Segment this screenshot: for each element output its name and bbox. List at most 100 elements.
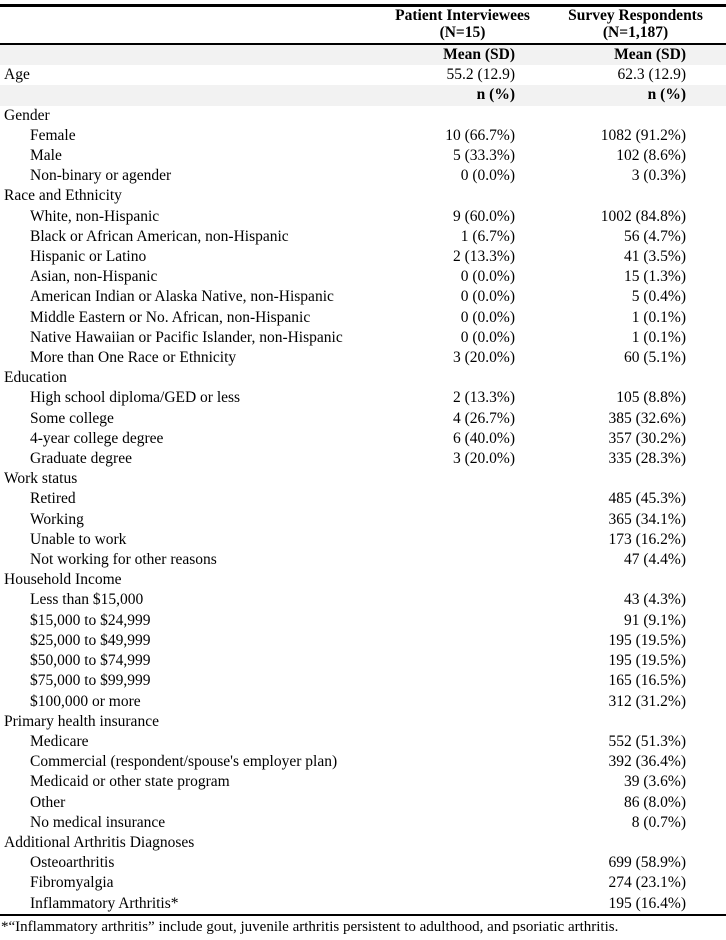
table-row: Osteoarthritis 699 (58.9%) [0,853,726,873]
survey-value: 274 (23.1%) [608,874,687,892]
header-survey-n: (N=1,187) [602,23,669,41]
patient-value [380,813,545,833]
survey-value: 5 (0.4%) [631,288,686,306]
table-row: High school diploma/GED or less 2 (13.3%… [0,388,726,408]
table-row: Male 5 (33.3%) 102 (8.6%) [0,146,726,166]
row-label: American Indian or Alaska Native, non-Hi… [30,288,334,306]
survey-value [545,469,726,489]
row-label: Some college [30,409,114,427]
survey-value: 1002 (84.8%) [600,207,686,225]
patient-value: 0 (0.0%) [460,328,515,346]
table-row: $25,000 to $49,999 195 (19.5%) [0,631,726,651]
survey-value [545,833,726,853]
row-label: Age [4,66,30,84]
row-label: $100,000 or more [30,692,141,710]
patient-value: 55.2 (12.9) [446,66,515,84]
table-row: $50,000 to $74,999 195 (19.5%) [0,651,726,671]
survey-value: 1082 (91.2%) [600,126,686,144]
table-row: Hispanic or Latino 2 (13.3%) 41 (3.5%) [0,247,726,267]
table-row: Graduate degree 3 (20.0%) 335 (28.3%) [0,449,726,469]
patient-value [380,712,545,732]
patient-value [380,611,545,631]
row-label: Unable to work [30,530,127,548]
table-row: Retired 485 (45.3%) [0,489,726,509]
table-row: White, non-Hispanic 9 (60.0%) 1002 (84.8… [0,207,726,227]
row-label: More than One Race or Ethnicity [30,349,237,367]
table-row: Asian, non-Hispanic 0 (0.0%) 15 (1.3%) [0,267,726,287]
survey-value: 105 (8.8%) [616,389,686,407]
table-row: Work status [0,469,726,489]
patient-value: 6 (40.0%) [453,429,515,447]
survey-value: 91 (9.1%) [624,611,686,629]
row-label: Black or African American, non-Hispanic [30,227,289,245]
table-row: Unable to work 173 (16.2%) [0,530,726,550]
table-row: $15,000 to $24,999 91 (9.1%) [0,611,726,631]
row-label: Graduate degree [30,450,132,468]
table-row: No medical insurance 8 (0.7%) [0,813,726,833]
survey-value: 385 (32.6%) [608,409,687,427]
patient-value [380,752,545,772]
row-label: Middle Eastern or No. African, non-Hispa… [30,308,311,326]
survey-value [545,368,726,388]
row-label [0,85,380,106]
table-row: Medicare 552 (51.3%) [0,732,726,752]
table-row: Primary health insurance [0,712,726,732]
survey-value: 365 (34.1%) [608,510,687,528]
table-row: Middle Eastern or No. African, non-Hispa… [0,308,726,328]
survey-value: 56 (4.7%) [624,227,686,245]
survey-value [545,570,726,590]
table-row: Mean (SD) Mean (SD) [0,44,726,66]
patient-value [380,853,545,873]
row-label: Inflammatory Arthritis* [30,894,179,912]
patient-value: 2 (13.3%) [453,248,515,266]
row-label: $25,000 to $49,999 [30,631,151,649]
table-row: Gender [0,106,726,126]
table-row: Female 10 (66.7%) 1082 (91.2%) [0,126,726,146]
header-survey-respondents: Survey Respondents (N=1,187) [545,5,726,45]
patient-value [380,530,545,550]
survey-value: 552 (51.3%) [608,732,687,750]
row-label: High school diploma/GED or less [30,389,241,407]
patient-value: 5 (33.3%) [453,147,515,165]
table-row: Commercial (respondent/spouse's employer… [0,752,726,772]
row-label: Working [30,510,84,528]
patient-value: n (%) [380,85,545,106]
demographics-table: Patient Interviewees (N=15) Survey Respo… [0,4,726,916]
table-row: Education [0,368,726,388]
patient-value [380,570,545,590]
patient-value [380,732,545,752]
patient-value: 3 (20.0%) [453,450,515,468]
row-label: Female [30,126,76,144]
patient-value [380,671,545,691]
survey-value: 165 (16.5%) [608,672,687,690]
survey-value: 195 (19.5%) [608,631,687,649]
patient-value [380,489,545,509]
survey-value [545,712,726,732]
row-label: Osteoarthritis [30,854,115,872]
row-label: No medical insurance [30,813,166,831]
patient-value [380,873,545,893]
table-footnote: *“Inflammatory arthritis” include gout, … [1,918,619,935]
patient-value: 0 (0.0%) [460,167,515,185]
survey-value: 39 (3.6%) [624,773,686,791]
table-row: $75,000 to $99,999 165 (16.5%) [0,671,726,691]
survey-value: 312 (31.2%) [608,692,687,710]
row-label: Not working for other reasons [30,551,217,569]
patient-value [380,590,545,610]
row-label: Other [30,793,66,811]
survey-value: 86 (8.0%) [624,793,686,811]
patient-value [380,550,545,570]
row-label: Hispanic or Latino [30,248,147,266]
table-row: Household Income [0,570,726,590]
row-label: White, non-Hispanic [30,207,160,225]
row-label: 4-year college degree [30,429,164,447]
row-label: $75,000 to $99,999 [30,672,151,690]
survey-value: 60 (5.1%) [624,349,686,367]
row-label: Male [30,147,62,165]
table-row: Non-binary or agender 0 (0.0%) 3 (0.3%) [0,166,726,186]
row-label: Retired [30,490,76,508]
patient-value [380,772,545,792]
table-row: Inflammatory Arthritis* 195 (16.4%) [0,894,726,915]
row-label: Asian, non-Hispanic [30,268,158,286]
